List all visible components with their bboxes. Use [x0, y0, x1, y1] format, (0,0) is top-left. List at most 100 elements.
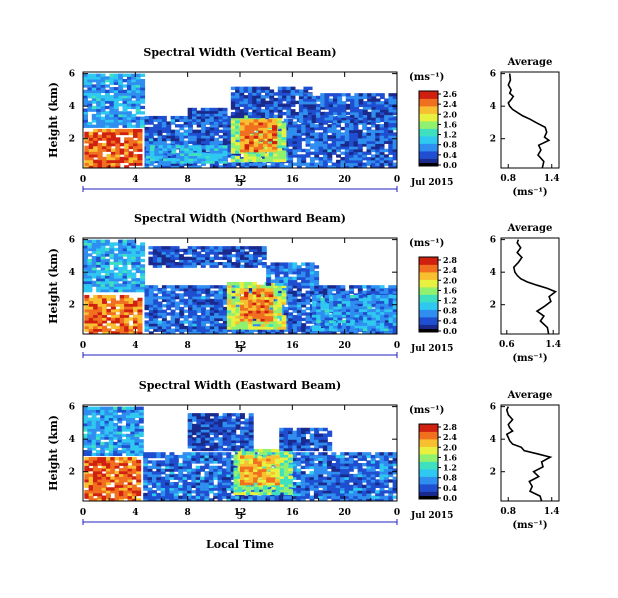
heatmap-cell [91, 409, 97, 413]
heatmap-cell [222, 264, 228, 268]
heatmap-cell [340, 143, 346, 147]
heatmap-cell [133, 300, 139, 304]
heatmap-cell [91, 124, 97, 128]
heatmap-cell [274, 262, 280, 266]
heatmap-cell [375, 305, 381, 310]
heatmap-cell [307, 109, 313, 113]
heatmap-cell [292, 154, 298, 158]
heatmap-cell [264, 296, 270, 300]
heatmap-cell [137, 300, 143, 304]
heatmap-cell [84, 457, 90, 461]
heatmap-cell [147, 495, 153, 499]
heatmap-cell [316, 311, 322, 315]
heatmap-cell [388, 135, 394, 139]
heatmap-cell [102, 165, 108, 168]
heatmap-cell [384, 316, 390, 321]
heatmap-cell [170, 143, 176, 147]
heatmap-cell [345, 93, 351, 97]
heatmap-cell [337, 101, 343, 105]
heatmap-cell [188, 328, 193, 332]
heatmap-cell [104, 425, 110, 429]
heatmap-cell [353, 162, 359, 166]
heatmap-cell [144, 325, 150, 330]
heatmap-cell [265, 100, 270, 105]
heatmap-cell [231, 296, 237, 300]
heatmap-cell [100, 417, 106, 421]
heatmap-cell [388, 93, 394, 97]
heatmap-cell [244, 165, 250, 168]
heatmap-cell [183, 285, 189, 289]
heatmap-cell [244, 293, 249, 298]
date-label: Jul 2015 [410, 344, 453, 354]
heatmap-cell [192, 290, 198, 294]
heatmap-cell [201, 155, 207, 159]
heatmap-cell [277, 298, 283, 302]
heatmap-cell [108, 431, 114, 435]
heatmap-cell [384, 117, 390, 121]
heatmap-cell [196, 113, 202, 117]
heatmap-cell [93, 294, 99, 299]
heatmap-cell [248, 264, 254, 268]
heatmap-cell [244, 259, 250, 263]
heatmap-cell [328, 327, 334, 332]
heatmap-cell [192, 147, 198, 151]
heatmap-cell [143, 465, 149, 470]
heatmap-cell [174, 296, 180, 300]
heatmap-cell [115, 320, 121, 324]
heatmap-cell [298, 117, 304, 121]
heatmap-cell [324, 311, 330, 315]
heatmap-cell [144, 320, 150, 324]
heatmap-cell [366, 157, 372, 161]
heatmap-cell [106, 297, 112, 302]
heatmap-cell [97, 294, 103, 299]
heatmap-cell [230, 128, 236, 132]
heatmap-cell [243, 281, 249, 286]
heatmap-cell [290, 89, 296, 93]
heatmap-cell [110, 294, 116, 299]
heatmap-cell [243, 106, 249, 110]
heatmap-cell [331, 121, 337, 125]
heatmap-cell [258, 135, 264, 139]
heatmap-cell [157, 129, 163, 133]
heatmap-cell [367, 101, 373, 105]
heatmap-cell [324, 98, 330, 102]
heatmap-cell [187, 115, 193, 120]
heatmap-cell [109, 103, 115, 107]
heatmap-cell [388, 151, 394, 155]
heatmap-cell [157, 320, 163, 324]
heatmap-cell [87, 412, 93, 416]
heatmap-cell [292, 290, 298, 294]
heatmap-cell [131, 116, 137, 120]
heatmap-cell [388, 285, 394, 289]
heatmap-cell [83, 76, 88, 80]
heatmap-cell [144, 304, 150, 308]
heatmap-cell [316, 325, 322, 329]
profile-frame [500, 237, 560, 335]
heatmap-cell [345, 95, 351, 100]
heatmap-cell [292, 331, 298, 334]
heatmap-cell [298, 114, 304, 118]
heatmap-cell [209, 137, 215, 142]
heatmap-cell [100, 283, 106, 287]
heatmap-cell [260, 307, 266, 311]
heatmap-cell [157, 246, 163, 250]
heatmap-cell [296, 309, 302, 313]
heatmap-cell [170, 331, 176, 334]
heatmap-cell [235, 284, 241, 289]
heatmap-cell [301, 309, 307, 313]
heatmap-cell [91, 245, 97, 249]
heatmap-cell [130, 444, 136, 448]
heatmap-cell [305, 121, 311, 125]
heatmap-cell [252, 95, 258, 99]
heatmap-cell [384, 325, 390, 329]
heatmap-cell [126, 119, 132, 123]
heatmap-cell [337, 106, 343, 110]
heatmap-cell [362, 154, 368, 158]
heatmap-cell [287, 276, 293, 281]
heatmap-cell [205, 248, 211, 253]
heatmap-cell [133, 303, 139, 307]
heatmap-cell [277, 304, 283, 308]
heatmap-cell [311, 305, 317, 310]
heatmap-cell [91, 89, 97, 94]
heatmap-cell [209, 135, 215, 139]
